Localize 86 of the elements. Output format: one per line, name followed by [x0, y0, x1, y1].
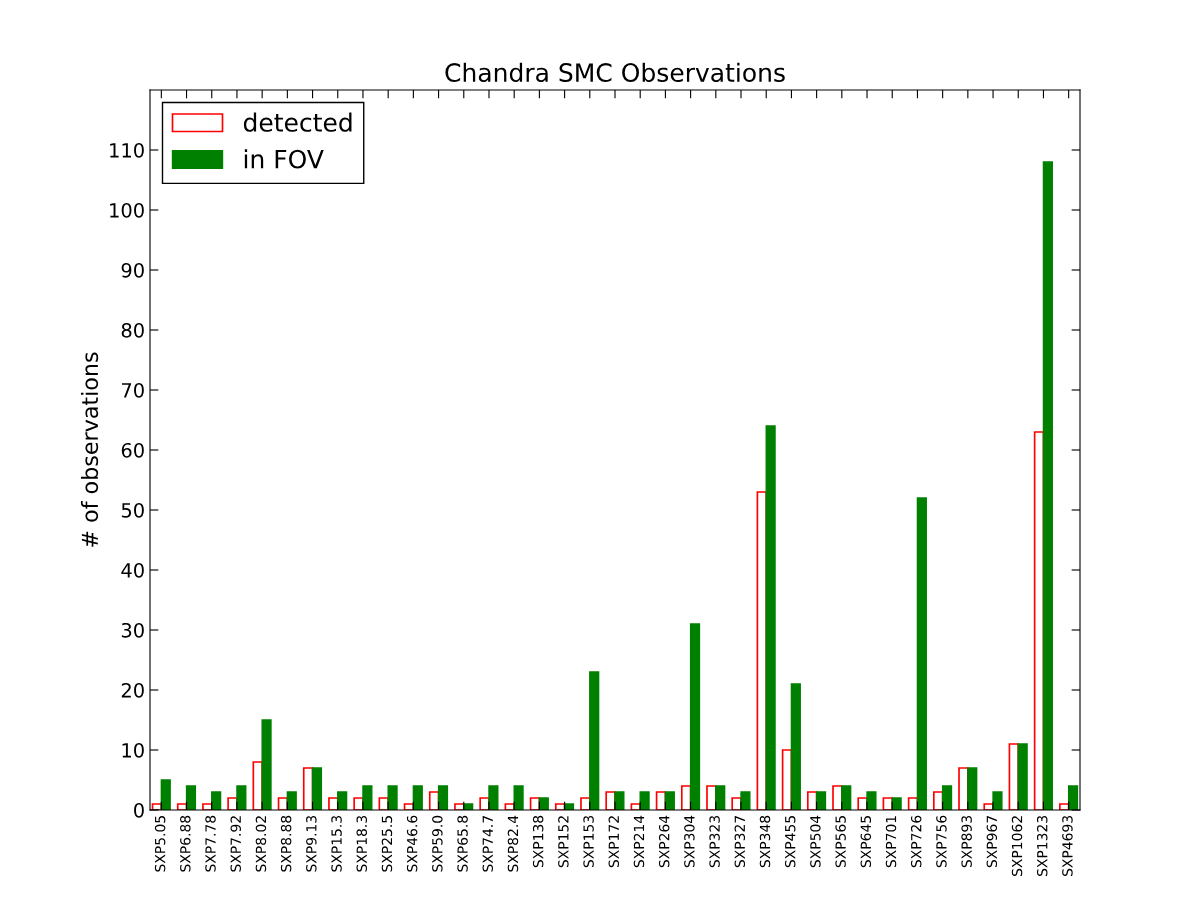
x-tick-label: SXP15.3	[331, 815, 342, 872]
x-tick-label: SXP1323	[1036, 815, 1048, 876]
bar	[261, 719, 272, 810]
x-tick-label: SXP5.05	[154, 816, 166, 872]
bar	[337, 791, 348, 810]
x-tick-label: SXP756	[936, 815, 947, 868]
bar	[236, 785, 247, 810]
bar	[311, 767, 323, 810]
bar	[815, 791, 827, 810]
bar	[488, 785, 499, 810]
x-tick-label: SXP65.8	[457, 815, 468, 872]
y-axis-title: # of observations	[80, 352, 99, 547]
bar	[916, 497, 927, 810]
x-tick-label: SXP18.3	[356, 815, 367, 872]
x-tick-label: SXP138	[532, 815, 544, 868]
x-tick-label: SXP74.7	[482, 816, 494, 872]
x-tick-label: SXP504	[810, 815, 821, 868]
x-tick-label: SXP967	[986, 816, 998, 868]
x-tick-label: SXP323	[709, 815, 720, 868]
bar	[614, 791, 625, 810]
bar	[1067, 785, 1079, 810]
x-tick-label: SXP348	[759, 815, 771, 868]
x-tick-label: SXP7.92	[230, 816, 241, 872]
x-tick-label: SXP46.6	[406, 815, 418, 872]
bar	[286, 791, 297, 810]
x-tick-label: SXP7.78	[205, 815, 216, 872]
y-tick-label: 60	[121, 442, 144, 458]
y-tick-label: 20	[121, 682, 144, 698]
x-tick-label: SXP327	[734, 816, 746, 868]
bar	[412, 785, 423, 810]
x-tick-label: SXP565	[835, 816, 846, 868]
y-tick-label: 0	[134, 802, 144, 818]
x-tick-label: SXP893	[961, 815, 972, 868]
bar	[211, 791, 222, 810]
y-tick-label: 10	[122, 742, 144, 758]
x-tick-label: SXP701	[885, 816, 897, 868]
bar	[740, 791, 751, 810]
y-tick-label: 40	[121, 562, 144, 578]
x-tick-label: SXP9.13	[306, 815, 317, 872]
x-tick-label: SXP82.4	[507, 815, 519, 872]
x-tick-label: SXP304	[684, 815, 695, 868]
x-tick-label: SXP1062	[1011, 816, 1023, 876]
x-tick-label: SXP214	[633, 815, 645, 868]
bar	[866, 791, 877, 810]
y-tick-label: 70	[121, 382, 144, 398]
x-tick-label: SXP152	[558, 816, 569, 868]
bar	[160, 779, 171, 810]
bar	[765, 425, 776, 810]
y-tick-label: 90	[121, 262, 144, 278]
x-tick-label: SXP8.02	[255, 816, 267, 872]
bar	[1017, 743, 1028, 810]
x-tick-label: SXP153	[583, 815, 594, 868]
bar	[841, 785, 852, 810]
x-tick-label: SXP726	[910, 815, 922, 868]
bar	[513, 785, 524, 810]
y-tick-label: 100	[110, 202, 144, 218]
bar	[664, 791, 675, 810]
x-tick-label: SXP172	[608, 816, 620, 868]
x-tick-label: SXP455	[784, 816, 796, 868]
bar	[1042, 161, 1053, 810]
legend-label: in FOV	[244, 149, 324, 169]
y-tick-label: 50	[121, 502, 144, 518]
chart-title: Chandra SMC Observations	[445, 62, 785, 83]
y-tick-label: 30	[121, 622, 144, 638]
bar	[362, 785, 373, 810]
bar	[437, 785, 449, 810]
x-tick-label: SXP645	[860, 816, 872, 868]
bar	[185, 785, 197, 810]
bar	[790, 683, 801, 810]
bar	[941, 785, 953, 810]
bar	[387, 785, 398, 810]
x-tick-label: SXP8.88	[280, 815, 292, 872]
y-tick-label: 80	[121, 322, 144, 338]
legend-label: detected	[243, 112, 352, 132]
x-tick-label: SXP59.0	[432, 815, 443, 872]
x-tick-label: SXP6.88	[180, 815, 191, 872]
bar	[589, 671, 600, 810]
x-tick-label: SXP25.5	[381, 816, 393, 872]
bar	[967, 767, 978, 810]
y-tick-label: 110	[110, 142, 144, 158]
x-tick-label: SXP4693	[1062, 815, 1073, 876]
bar	[639, 791, 650, 810]
x-tick-label: SXP264	[658, 815, 670, 868]
bar	[689, 623, 701, 810]
bar	[715, 785, 726, 810]
bar	[992, 791, 1003, 810]
